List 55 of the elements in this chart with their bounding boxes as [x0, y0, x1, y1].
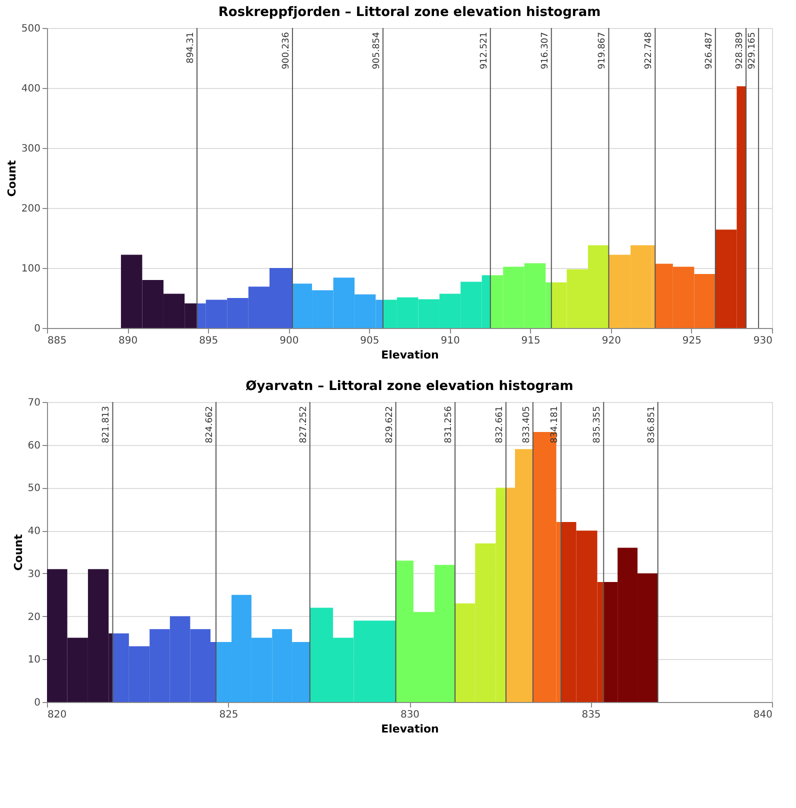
ref-line-label: 827.252 [298, 406, 309, 444]
x-tick-label: 825 [219, 710, 238, 720]
y-tick-label: 0 [34, 324, 40, 334]
y-tick-label: 70 [28, 398, 40, 408]
x-tick-label: 920 [602, 336, 621, 346]
chart-title: Øyarvatn – Littoral zone elevation histogram [246, 379, 574, 394]
y-tick-label: 500 [21, 24, 40, 34]
ref-line-label: 919.867 [598, 32, 608, 70]
y-tick-label: 400 [21, 84, 40, 94]
x-tick-label: 890 [118, 336, 138, 346]
ref-line-label: 929.165 [748, 32, 758, 70]
x-tick-label: 820 [48, 710, 67, 720]
ref-line-label: 905.854 [372, 32, 382, 70]
ref-line-label: 832.661 [494, 406, 505, 444]
ref-line-label: 916.307 [540, 32, 550, 70]
x-tick-label: 910 [440, 336, 460, 346]
chart-title: Roskreppfjorden – Littoral zone elevation histogram [218, 5, 601, 20]
ref-line-label: 833.405 [522, 406, 532, 444]
ref-line-label: 912.521 [479, 32, 490, 70]
ref-line-label: 894.31 [186, 32, 196, 64]
x-tick-label: 915 [521, 336, 540, 346]
x-tick-label: 895 [199, 336, 218, 346]
ref-line-label: 835.355 [592, 406, 603, 444]
x-tick-label: 905 [360, 336, 380, 346]
ref-line-label: 928.389 [735, 32, 746, 70]
x-tick-label: 885 [48, 336, 67, 346]
x-tick-label: 930 [753, 336, 772, 346]
y-axis-title: Count [12, 534, 25, 571]
y-tick-label: 10 [28, 654, 40, 666]
y-tick-label: 100 [21, 264, 40, 274]
ref-line-label: 900.236 [281, 32, 292, 70]
y-tick-label: 300 [21, 144, 40, 154]
y-tick-label: 50 [28, 483, 40, 494]
x-tick-label: 830 [400, 710, 420, 720]
x-tick-label: 840 [753, 710, 772, 720]
y-tick-label: 200 [21, 204, 40, 214]
x-axis-title: Elevation [381, 348, 439, 362]
y-tick-label: 30 [28, 568, 40, 580]
ref-line-label: 922.748 [644, 32, 654, 70]
ref-line-label: 834.181 [550, 406, 560, 444]
ref-line-label: 836.851 [646, 406, 657, 444]
ref-line-label: 829.622 [384, 406, 395, 444]
ref-line-label: 831.256 [444, 406, 454, 444]
x-tick-label: 925 [682, 336, 702, 346]
y-tick-label: 60 [28, 440, 40, 452]
ref-line-label: 821.813 [102, 406, 112, 444]
x-tick-label: 835 [582, 710, 601, 720]
y-tick-label: 0 [34, 698, 40, 708]
x-axis-title: Elevation [381, 722, 439, 736]
y-tick-label: 40 [28, 526, 40, 538]
y-tick-label: 20 [28, 612, 40, 623]
ref-line-label: 824.662 [204, 406, 215, 444]
ref-line-label: 926.487 [704, 32, 714, 70]
x-tick-label: 900 [280, 336, 299, 346]
y-axis-title: Count [5, 160, 18, 197]
